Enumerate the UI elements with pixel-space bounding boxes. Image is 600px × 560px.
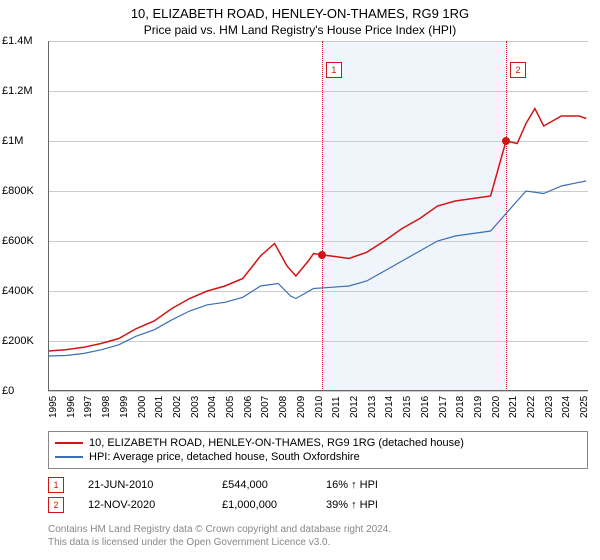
- x-axis-label: 2001: [154, 396, 165, 418]
- legend-row: HPI: Average price, detached house, Sout…: [55, 450, 581, 464]
- x-axis-label: 2021: [508, 396, 519, 418]
- x-axis-label: 2010: [314, 396, 325, 418]
- legend-label: 10, ELIZABETH ROAD, HENLEY-ON-THAMES, RG…: [89, 437, 464, 449]
- sale-price: £544,000: [222, 479, 302, 491]
- x-axis-label: 2023: [544, 396, 555, 418]
- x-axis-label: 2020: [491, 396, 502, 418]
- footer-attribution: Contains HM Land Registry data © Crown c…: [48, 523, 588, 549]
- sale-pct-vs-hpi: 16% ↑ HPI: [326, 479, 416, 491]
- series-hpi: [48, 181, 586, 356]
- legend-swatch: [55, 442, 83, 444]
- footer-line2: This data is licensed under the Open Gov…: [48, 536, 588, 549]
- x-axis-label: 2014: [384, 396, 395, 418]
- x-axis-label: 2015: [402, 396, 413, 418]
- x-axis-label: 2012: [349, 396, 360, 418]
- chart-container: 10, ELIZABETH ROAD, HENLEY-ON-THAMES, RG…: [0, 0, 600, 560]
- sale-number-box: 1: [48, 477, 64, 493]
- y-axis-label: £400K: [2, 285, 34, 297]
- y-axis-label: £1.4M: [2, 35, 33, 47]
- y-axis-label: £600K: [2, 235, 34, 247]
- y-axis-label: £800K: [2, 185, 34, 197]
- x-axis-label: 2003: [190, 396, 201, 418]
- footer-line1: Contains HM Land Registry data © Crown c…: [48, 523, 588, 536]
- sale-row: 2 12-NOV-2020 £1,000,000 39% ↑ HPI: [48, 495, 588, 515]
- x-axis-label: 2018: [455, 396, 466, 418]
- y-axis-label: £1.2M: [2, 85, 33, 97]
- legend-label: HPI: Average price, detached house, Sout…: [89, 451, 360, 463]
- x-axis-label: 1997: [83, 396, 94, 418]
- x-axis-label: 2011: [331, 396, 342, 418]
- x-axis-label: 2009: [296, 396, 307, 418]
- x-axis-label: 2017: [438, 396, 449, 418]
- y-axis-label: £1M: [2, 135, 23, 147]
- y-axis-label: £0: [2, 385, 14, 397]
- legend: 10, ELIZABETH ROAD, HENLEY-ON-THAMES, RG…: [48, 431, 588, 469]
- line-series-svg: [48, 41, 588, 391]
- sale-pct-vs-hpi: 39% ↑ HPI: [326, 499, 416, 511]
- sale-date: 12-NOV-2020: [88, 499, 198, 511]
- x-axis-label: 2000: [137, 396, 148, 418]
- x-axis-label: 1996: [66, 396, 77, 418]
- x-axis-line: [48, 390, 588, 391]
- plot-area: £0£200K£400K£600K£800K£1M£1.2M£1.4M19951…: [48, 41, 588, 391]
- x-axis-label: 1999: [119, 396, 130, 418]
- y-gridline: [48, 391, 588, 392]
- chart-title-line1: 10, ELIZABETH ROAD, HENLEY-ON-THAMES, RG…: [0, 0, 600, 23]
- x-axis-label: 2013: [367, 396, 378, 418]
- x-axis-label: 2006: [243, 396, 254, 418]
- x-axis-label: 2004: [207, 396, 218, 418]
- y-axis-label: £200K: [2, 335, 34, 347]
- sale-number-box: 2: [48, 497, 64, 513]
- sale-row: 1 21-JUN-2010 £544,000 16% ↑ HPI: [48, 475, 588, 495]
- x-axis-label: 2016: [420, 396, 431, 418]
- x-axis-label: 1998: [101, 396, 112, 418]
- sales-table: 1 21-JUN-2010 £544,000 16% ↑ HPI 2 12-NOV-202…: [48, 475, 588, 515]
- x-axis-label: 2019: [473, 396, 484, 418]
- x-axis-label: 2022: [526, 396, 537, 418]
- sale-date: 21-JUN-2010: [88, 479, 198, 491]
- x-axis-label: 2005: [225, 396, 236, 418]
- x-axis-label: 1995: [48, 396, 59, 418]
- x-axis-label: 2024: [561, 396, 572, 418]
- x-axis-label: 2007: [260, 396, 271, 418]
- y-axis-line: [48, 41, 49, 391]
- chart-title-line2: Price paid vs. HM Land Registry's House …: [0, 23, 600, 41]
- x-axis-label: 2008: [278, 396, 289, 418]
- x-axis-label: 2002: [172, 396, 183, 418]
- sale-price: £1,000,000: [222, 499, 302, 511]
- x-axis-label: 2025: [579, 396, 590, 418]
- legend-swatch: [55, 456, 83, 458]
- series-price_paid: [48, 108, 586, 351]
- legend-row: 10, ELIZABETH ROAD, HENLEY-ON-THAMES, RG…: [55, 436, 581, 450]
